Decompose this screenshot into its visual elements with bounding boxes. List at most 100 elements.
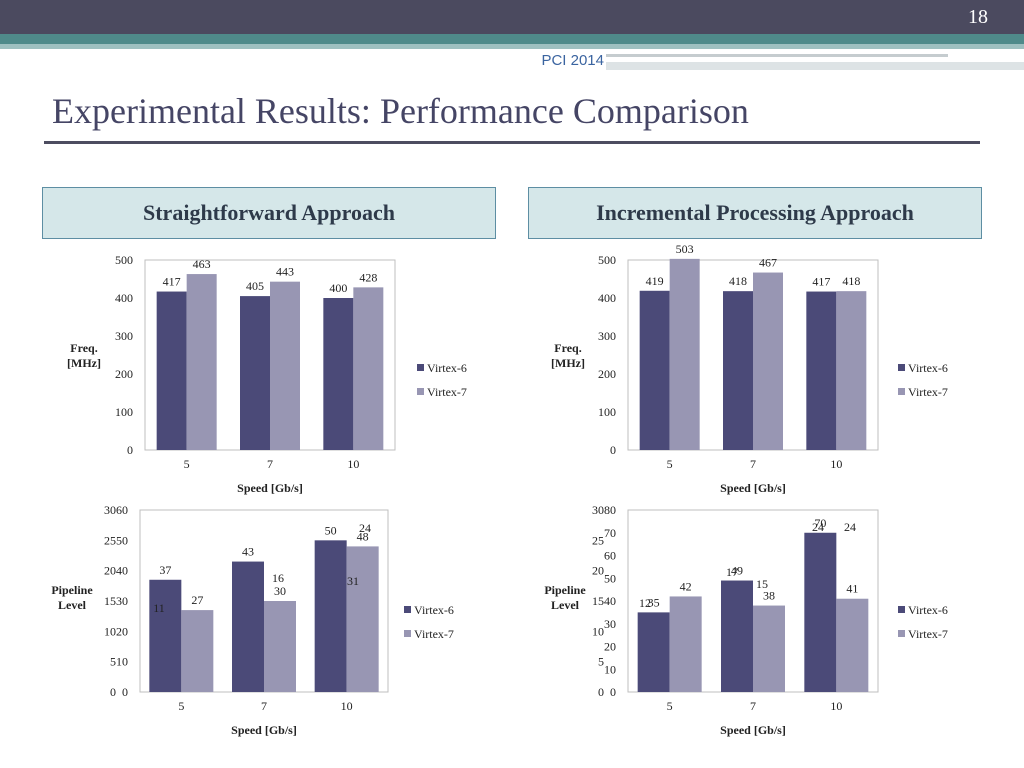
bar-virtex-6 (232, 561, 264, 692)
x-tick-label: 7 (267, 457, 273, 471)
y-tick-label-secondary: 10 (592, 624, 604, 638)
y-tick-label-secondary: 15 (592, 594, 604, 608)
y-tick-label: 30 (604, 617, 616, 631)
y-axis-label: Level (58, 598, 87, 612)
y-tick-label: 200 (115, 367, 133, 381)
x-tick-label: 10 (341, 699, 353, 713)
overlay-data-label: 31 (347, 574, 359, 588)
y-tick-label-secondary: 30 (592, 503, 604, 517)
x-axis-label: Speed [Gb/s] (720, 723, 786, 737)
accent-bar-light (0, 44, 1024, 49)
legend-swatch-virtex-7 (898, 388, 905, 395)
bar-virtex-6 (149, 579, 182, 692)
y-tick-label: 70 (604, 526, 616, 540)
bar-virtex-7 (181, 610, 214, 692)
bar-virtex-6 (240, 296, 270, 450)
bar-virtex-7 (270, 281, 300, 450)
data-label: 467 (759, 256, 777, 270)
data-label: 30 (274, 584, 286, 598)
y-tick-label: 100 (598, 405, 616, 419)
data-label: 417 (812, 275, 830, 289)
data-label: 417 (163, 275, 181, 289)
top-bar (0, 0, 1024, 34)
panel-header-right: Incremental Processing Approach (528, 187, 982, 239)
slide-title: Experimental Results: Performance Compar… (52, 91, 749, 131)
bar-virtex-6 (639, 290, 670, 450)
legend-item: Virtex-7 (427, 385, 467, 399)
y-tick-label: 300 (598, 329, 616, 343)
data-label: 38 (763, 589, 775, 603)
decorative-line (606, 54, 948, 57)
bar-virtex-7 (753, 605, 785, 692)
y-tick-label: 40 (116, 564, 128, 578)
bar-virtex-7 (346, 546, 379, 692)
y-tick-label: 0 (122, 685, 128, 699)
x-tick-label: 7 (261, 699, 267, 713)
y-axis-label: Freq. (554, 341, 581, 355)
y-tick-label: 10 (604, 662, 616, 676)
legend-item: Virtex-6 (414, 603, 454, 617)
legend-item: Virtex-7 (414, 627, 454, 641)
legend-swatch-virtex-6 (898, 606, 905, 613)
y-tick-label-secondary: 20 (104, 564, 116, 578)
bar-virtex-6 (314, 540, 347, 692)
y-tick-label-secondary: 5 (598, 655, 604, 669)
x-tick-label: 10 (830, 457, 842, 471)
bar-virtex-6 (806, 291, 837, 450)
panel-header-left: Straightforward Approach (42, 187, 496, 239)
overlay-data-label: 24 (812, 520, 824, 534)
x-axis-label: Speed [Gb/s] (720, 481, 786, 495)
data-label: 35 (648, 595, 660, 609)
data-label: 27 (191, 593, 203, 607)
y-tick-label: 400 (115, 291, 133, 305)
bar-virtex-7 (669, 596, 702, 692)
y-axis-label: Pipeline (51, 583, 93, 597)
legend-item: Virtex-6 (908, 361, 948, 375)
y-tick-label: 0 (610, 685, 616, 699)
y-tick-label-secondary: 30 (104, 503, 116, 517)
y-axis-label: [MHz] (551, 356, 585, 370)
data-label: 41 (846, 582, 858, 596)
x-axis-label: Speed [Gb/s] (237, 481, 303, 495)
x-tick-label: 7 (750, 457, 756, 471)
bar-virtex-7 (669, 258, 700, 450)
data-label: 443 (276, 265, 294, 279)
data-label: 419 (646, 274, 664, 288)
y-tick-label-secondary: 20 (592, 564, 604, 578)
legend-item: Virtex-6 (908, 603, 948, 617)
bar-virtex-7 (836, 598, 869, 692)
overlay-data-label: 15 (756, 577, 768, 591)
overlay-data-label: 11 (153, 601, 165, 615)
bar-virtex-6 (723, 291, 753, 450)
data-label: 405 (246, 279, 264, 293)
data-label: 43 (242, 545, 254, 559)
x-tick-label: 5 (667, 457, 673, 471)
x-tick-label: 10 (830, 699, 842, 713)
data-label: 70 (814, 516, 826, 530)
y-tick-label: 60 (604, 549, 616, 563)
decorative-line-light (606, 62, 1024, 70)
y-tick-label: 60 (116, 503, 128, 517)
accent-bar (0, 34, 1024, 44)
x-tick-label: 10 (347, 457, 359, 471)
data-label: 503 (676, 242, 694, 256)
overlay-data-label: 16 (272, 571, 284, 585)
bar-virtex-6 (156, 291, 187, 450)
y-tick-label: 80 (604, 503, 616, 517)
legend-swatch-virtex-6 (898, 364, 905, 371)
bar-virtex-6 (637, 612, 670, 692)
x-tick-label: 5 (184, 457, 190, 471)
y-tick-label: 20 (604, 640, 616, 654)
y-tick-label: 200 (598, 367, 616, 381)
bar-virtex-7 (264, 601, 296, 692)
data-label: 48 (357, 529, 369, 543)
y-tick-label: 500 (598, 253, 616, 267)
conference-tab (500, 49, 608, 75)
y-axis-label: Level (551, 598, 580, 612)
y-tick-label: 10 (116, 655, 128, 669)
y-tick-label: 0 (610, 443, 616, 457)
data-label: 418 (729, 274, 747, 288)
conference-label: PCI 2014 (541, 52, 604, 69)
